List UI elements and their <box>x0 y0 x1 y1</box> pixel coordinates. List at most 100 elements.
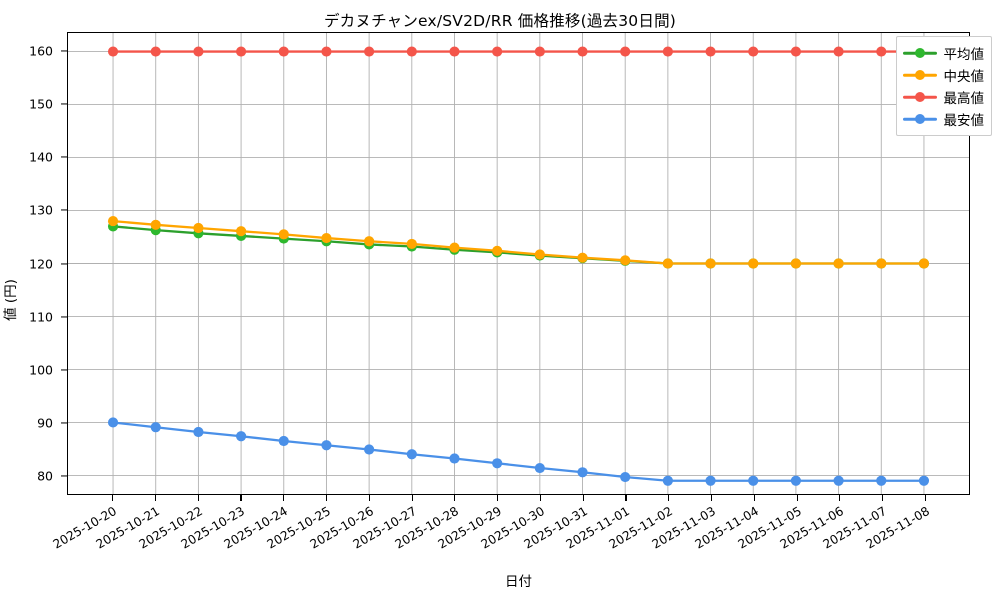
data-point-marker <box>790 46 802 57</box>
x-tick-mark <box>283 495 285 501</box>
data-point-marker <box>833 258 844 269</box>
data-point-marker <box>876 258 887 269</box>
data-point-marker <box>364 46 375 57</box>
x-tick-mark <box>411 495 413 501</box>
x-axis-tick-group: 2025-10-20 2025-10-21 2025-10-22 2025-10-23… <box>51 495 970 600</box>
x-tick-mark <box>326 495 328 501</box>
data-point-marker <box>662 46 673 57</box>
data-point-marker <box>492 245 503 256</box>
y-tick-label: 120 <box>29 256 53 271</box>
data-point-marker <box>278 46 289 57</box>
legend-item-0[interactable]: 平均値 <box>902 42 985 64</box>
data-point-marker <box>620 46 631 57</box>
data-point-marker <box>278 435 289 447</box>
chart-legend: 平均値中央値最高値最安値 <box>895 36 992 136</box>
data-point-marker <box>235 431 247 442</box>
data-point-marker <box>107 417 119 428</box>
series-3 <box>107 417 930 486</box>
y-tick-label: 150 <box>29 96 53 112</box>
data-point-marker <box>662 258 673 269</box>
data-point-marker <box>705 258 716 269</box>
x-tick-mark <box>924 495 926 501</box>
data-point-marker <box>790 475 802 486</box>
data-point-marker <box>790 258 802 269</box>
data-series-layer <box>107 46 930 486</box>
legend-item-3[interactable]: 最安値 <box>902 108 985 130</box>
y-tick-mark <box>61 50 67 52</box>
legend-item-2[interactable]: 最高値 <box>902 86 985 108</box>
price-history-chart-figure: デカヌチャンex/SV2D/RR 価格推移(過去30日間) 値 (円) 80 90… <box>0 12 992 600</box>
legend-label: 中央値 <box>943 69 985 85</box>
data-point-marker <box>406 46 417 57</box>
data-point-marker <box>150 219 161 230</box>
legend-item-1[interactable]: 中央値 <box>902 64 985 86</box>
x-tick-mark <box>497 495 499 501</box>
data-point-marker <box>577 252 588 263</box>
y-tick-mark <box>61 316 67 318</box>
series-1 <box>107 216 930 269</box>
x-tick-mark <box>582 495 584 501</box>
legend-label: 平均値 <box>943 47 985 63</box>
data-point-marker <box>235 46 247 57</box>
data-point-marker <box>620 255 631 266</box>
x-tick-mark <box>197 495 199 501</box>
data-point-marker <box>449 46 460 57</box>
y-tick-mark <box>61 209 67 211</box>
data-point-marker <box>662 475 673 486</box>
x-tick-mark <box>112 495 114 501</box>
data-point-marker <box>449 453 460 464</box>
x-tick-mark <box>539 495 541 501</box>
series-line <box>111 219 926 265</box>
data-point-marker <box>577 46 588 57</box>
x-tick-mark <box>796 495 798 501</box>
y-tick-mark <box>61 369 67 371</box>
data-point-marker <box>235 226 247 237</box>
data-point-marker <box>705 475 716 486</box>
y-tick-mark <box>61 156 67 158</box>
legend-label: 最安値 <box>943 113 985 129</box>
data-point-marker <box>918 475 930 486</box>
x-tick-mark <box>882 495 884 501</box>
y-tick-mark <box>61 103 67 105</box>
chart-title: デカヌチャンex/SV2D/RR 価格推移(過去30日間) <box>323 12 677 30</box>
data-point-marker <box>748 258 759 269</box>
x-tick-mark <box>240 495 242 501</box>
data-point-marker <box>620 471 631 483</box>
y-tick-label: 80 <box>37 468 53 484</box>
x-tick-mark <box>454 495 456 501</box>
data-point-marker <box>748 475 759 486</box>
y-tick-label: 110 <box>29 309 53 325</box>
plot-area <box>67 32 970 495</box>
data-point-marker <box>107 216 119 227</box>
y-tick-mark <box>61 422 67 424</box>
data-point-marker <box>193 222 204 234</box>
y-tick-label: 160 <box>29 43 53 59</box>
data-point-marker <box>150 46 161 57</box>
data-point-marker <box>321 232 332 244</box>
data-point-marker <box>193 46 204 57</box>
data-point-marker <box>876 46 887 57</box>
data-point-marker <box>705 46 716 57</box>
series-0 <box>107 221 930 269</box>
data-point-marker <box>193 426 204 438</box>
data-point-marker <box>876 475 887 486</box>
data-point-marker <box>534 249 545 260</box>
x-tick-mark <box>753 495 755 501</box>
y-axis-tick-group: 80 90 100 110 120 130 140 150 160 <box>0 32 67 495</box>
legend-swatch-icon <box>902 68 937 82</box>
legend-swatch-icon <box>902 90 937 104</box>
data-point-marker <box>534 462 545 474</box>
data-point-marker <box>833 475 844 486</box>
data-point-marker <box>492 46 503 57</box>
legend-swatch-icon <box>902 46 937 60</box>
legend-swatch-icon <box>902 112 937 126</box>
y-tick-label: 90 <box>37 415 53 431</box>
data-point-marker <box>107 46 119 57</box>
legend-label: 最高値 <box>943 91 985 107</box>
data-point-marker <box>918 258 930 269</box>
data-point-marker <box>321 440 332 451</box>
y-tick-label: 140 <box>29 149 53 165</box>
y-tick-label: 130 <box>29 202 53 218</box>
x-tick-mark <box>710 495 713 501</box>
data-point-marker <box>577 467 588 478</box>
